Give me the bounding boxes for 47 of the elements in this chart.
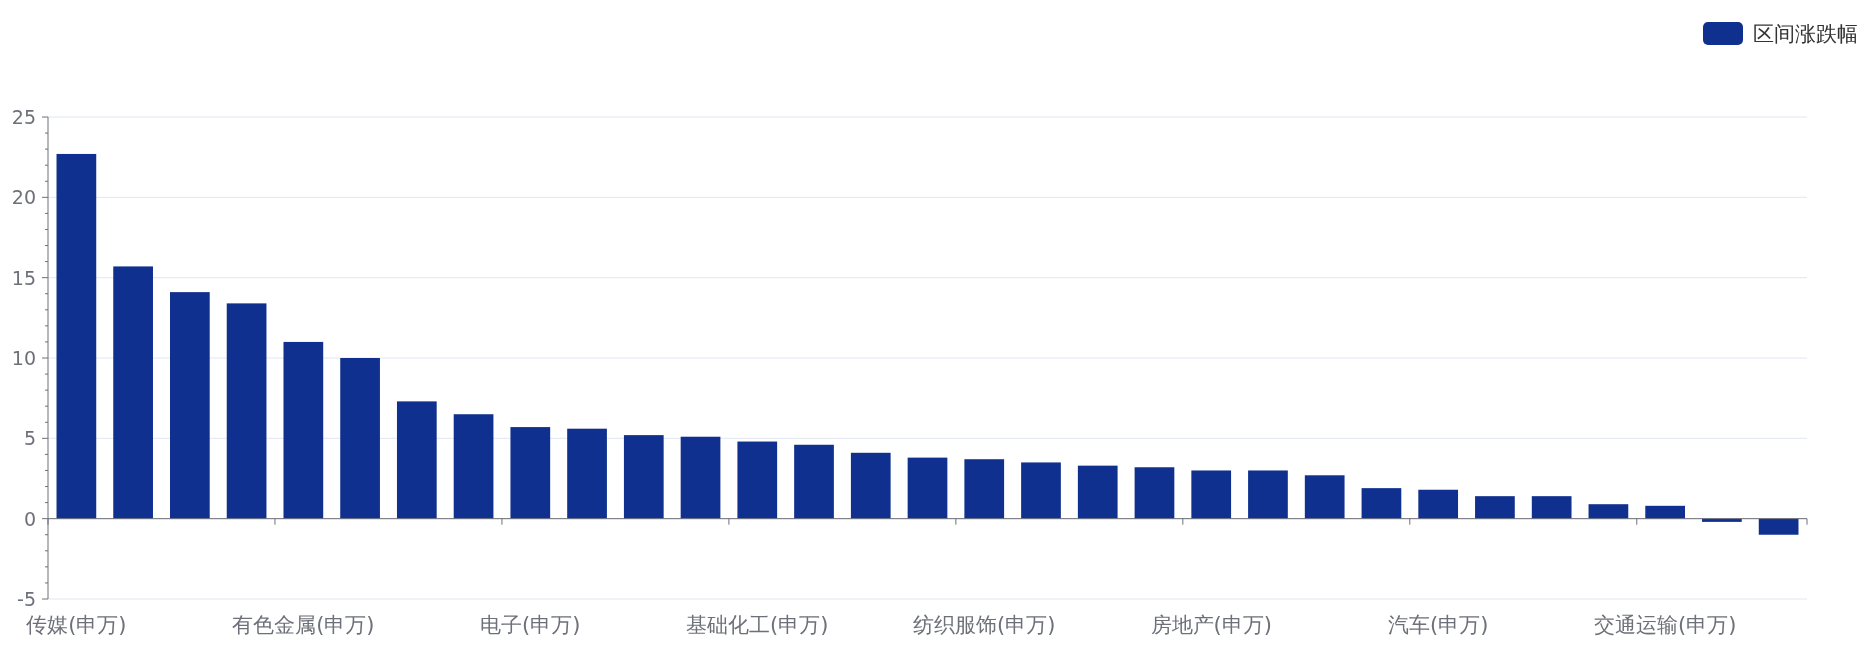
bar (680, 436, 721, 519)
x-tick-label: 房地产(申万) (1150, 613, 1272, 637)
bar (1645, 505, 1686, 519)
bar (850, 452, 891, 519)
x-tick-label: 有色金属(申万) (232, 613, 375, 637)
bar (170, 292, 210, 519)
bar (396, 401, 437, 519)
x-tick-label: 交通运输(申万) (1593, 613, 1737, 637)
x-tick-label: 汽车(申万) (1387, 613, 1489, 637)
bar (1021, 462, 1061, 519)
bar (567, 428, 607, 519)
bar (1702, 518, 1742, 522)
bar (1758, 518, 1799, 535)
bar (1418, 489, 1459, 519)
x-tick-label: 传媒(申万) (26, 613, 127, 637)
bar (737, 441, 778, 519)
x-tick-label: 电子(申万) (480, 613, 581, 637)
bar (1191, 470, 1232, 519)
bar (510, 427, 551, 519)
y-tick-label: -5 (17, 588, 36, 610)
bar (226, 303, 267, 519)
bar (1134, 467, 1175, 519)
bar (1304, 475, 1345, 519)
y-tick-label: 20 (11, 186, 36, 209)
legend-label: 区间涨跌幅 (1753, 22, 1858, 46)
bar (623, 435, 664, 519)
bar (907, 457, 948, 519)
y-tick-label: 5 (23, 427, 36, 450)
y-tick-label: 0 (23, 507, 36, 530)
y-tick-label: 15 (11, 266, 36, 289)
bar (1588, 504, 1629, 519)
x-tick-label: 基础化工(申万) (686, 613, 829, 637)
bar (453, 414, 494, 519)
x-tick-label: 纺织服饰(申万) (913, 613, 1056, 637)
bar (1475, 496, 1515, 519)
bar (283, 341, 324, 519)
bar (1531, 496, 1572, 519)
bar (340, 358, 380, 519)
bar (964, 459, 1005, 519)
bar (1361, 488, 1402, 519)
bar (56, 153, 97, 519)
bar (1248, 470, 1288, 519)
y-tick-label: 25 (11, 106, 36, 128)
y-tick-label: 10 (11, 347, 36, 369)
bar (113, 266, 153, 519)
bar (794, 444, 834, 519)
bar (1077, 465, 1118, 519)
